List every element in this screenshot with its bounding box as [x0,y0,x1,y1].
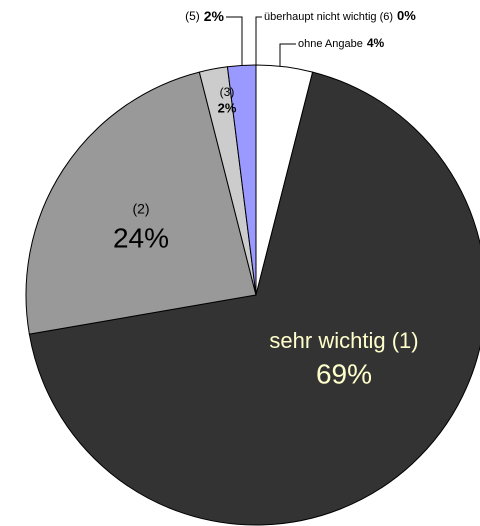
category-label: (2) [132,201,149,217]
value-label: 24% [113,222,169,253]
slice-label: überhaupt nicht wichtig (6) 0% [264,8,416,23]
leader-line [279,43,296,66]
slice-label: (5) 2% [185,8,224,24]
value-label: 2% [204,8,225,24]
leader-line [255,16,262,65]
value-label: 69% [316,358,372,389]
category-label: sehr wichtig (1) [269,328,418,353]
pie-slice [25,71,257,335]
category-label: (3) [220,85,235,99]
leader-line [226,16,243,66]
category-label: (5) [185,9,200,23]
value-label: 2% [218,100,237,115]
value-label: 4% [367,36,385,50]
pie-slice [28,71,480,526]
category-label: überhaupt nicht wichtig (6) [264,11,393,23]
value-label: 0% [397,8,416,23]
slice-label: ohne Angabe 4% [298,36,385,50]
category-label: ohne Angabe [298,38,363,50]
